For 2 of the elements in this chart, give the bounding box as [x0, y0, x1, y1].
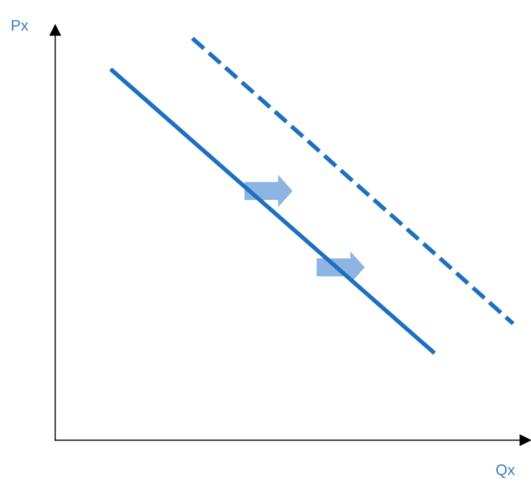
x-axis-title: Qx: [496, 464, 515, 478]
y-axis-title: Px: [12, 20, 28, 31]
